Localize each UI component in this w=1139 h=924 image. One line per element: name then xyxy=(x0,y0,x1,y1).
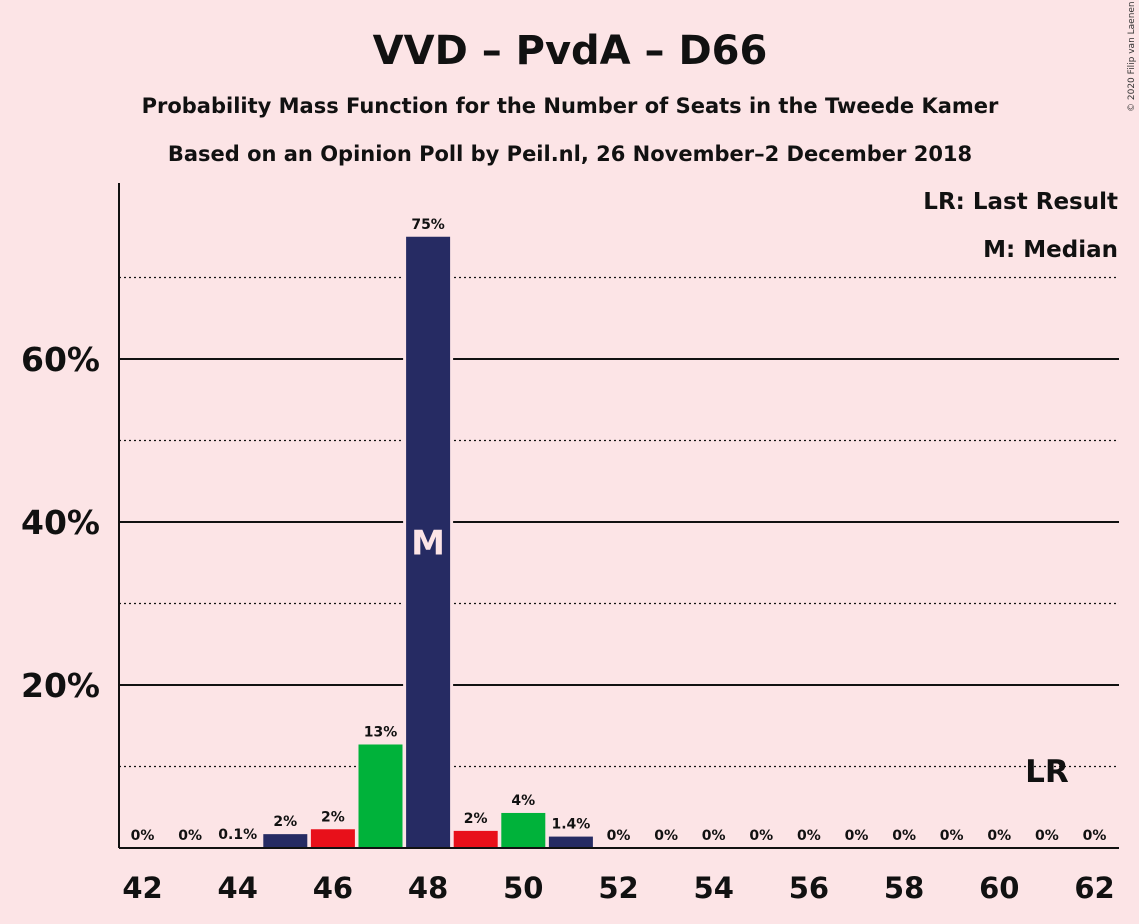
data-label: 0% xyxy=(987,828,1011,844)
x-axis-ticks: 42 44 46 48 50 52 54 56 58 60 62 xyxy=(122,871,1114,905)
data-label: 0% xyxy=(607,828,631,844)
bar xyxy=(501,812,546,848)
x-tick-label: 42 xyxy=(122,871,162,905)
data-label: 4% xyxy=(511,793,535,809)
gridlines xyxy=(119,276,1119,768)
bar xyxy=(453,830,498,848)
chart-source: Based on an Opinion Poll by Peil.nl, 26 … xyxy=(168,142,972,166)
y-axis-ticks: 20% 40% 60% xyxy=(21,340,100,705)
data-label: 0.1% xyxy=(218,827,257,843)
x-tick-label: 58 xyxy=(884,871,924,905)
data-label: 0% xyxy=(892,828,916,844)
chart-subtitle: Probability Mass Function for the Number… xyxy=(142,94,999,118)
y-tick-label: 60% xyxy=(21,340,100,379)
data-label: 0% xyxy=(797,828,821,844)
x-tick-label: 60 xyxy=(979,871,1019,905)
data-label: 0% xyxy=(131,828,155,844)
bar xyxy=(310,829,355,848)
bar xyxy=(548,836,593,848)
data-label: 0% xyxy=(178,828,202,844)
data-label: 0% xyxy=(940,828,964,844)
markers: M LR xyxy=(411,523,1069,790)
data-label: 13% xyxy=(364,724,398,740)
data-label: 2% xyxy=(464,811,488,827)
chart-title: VVD – PvdA – D66 xyxy=(373,28,768,74)
data-labels: 0% 0% 0.1% 2% 2% 13% 75% 2% 4% 1.4% 0% 0% 0% 0% 0% 0% 0%… xyxy=(131,217,1107,844)
x-tick-label: 62 xyxy=(1074,871,1114,905)
legend-median: M: Median xyxy=(983,237,1118,263)
data-label: 0% xyxy=(654,828,678,844)
x-tick-label: 48 xyxy=(408,871,448,905)
copyright: © 2020 Filip van Laenen xyxy=(1127,1,1137,112)
data-label: 2% xyxy=(321,809,345,825)
data-label: 1.4% xyxy=(551,817,590,833)
y-tick-label: 40% xyxy=(21,503,100,542)
bar xyxy=(358,744,403,848)
last-result-marker: LR xyxy=(1025,754,1069,790)
bar xyxy=(406,236,451,848)
data-label: 0% xyxy=(749,828,773,844)
x-tick-label: 56 xyxy=(789,871,829,905)
x-tick-label: 44 xyxy=(218,871,258,905)
data-label: 2% xyxy=(273,814,297,830)
y-tick-label: 20% xyxy=(21,666,100,705)
bar xyxy=(263,834,308,848)
bars xyxy=(215,233,593,848)
x-tick-label: 54 xyxy=(694,871,734,905)
x-tick-label: 46 xyxy=(313,871,353,905)
median-marker: M xyxy=(411,523,445,563)
data-label: 0% xyxy=(702,828,726,844)
legend-last-result: LR: Last Result xyxy=(923,189,1118,215)
data-label: 75% xyxy=(411,217,445,233)
data-label: 0% xyxy=(845,828,869,844)
x-tick-label: 52 xyxy=(598,871,638,905)
data-label: 0% xyxy=(1035,828,1059,844)
x-tick-label: 50 xyxy=(503,871,543,905)
data-label: 0% xyxy=(1083,828,1107,844)
